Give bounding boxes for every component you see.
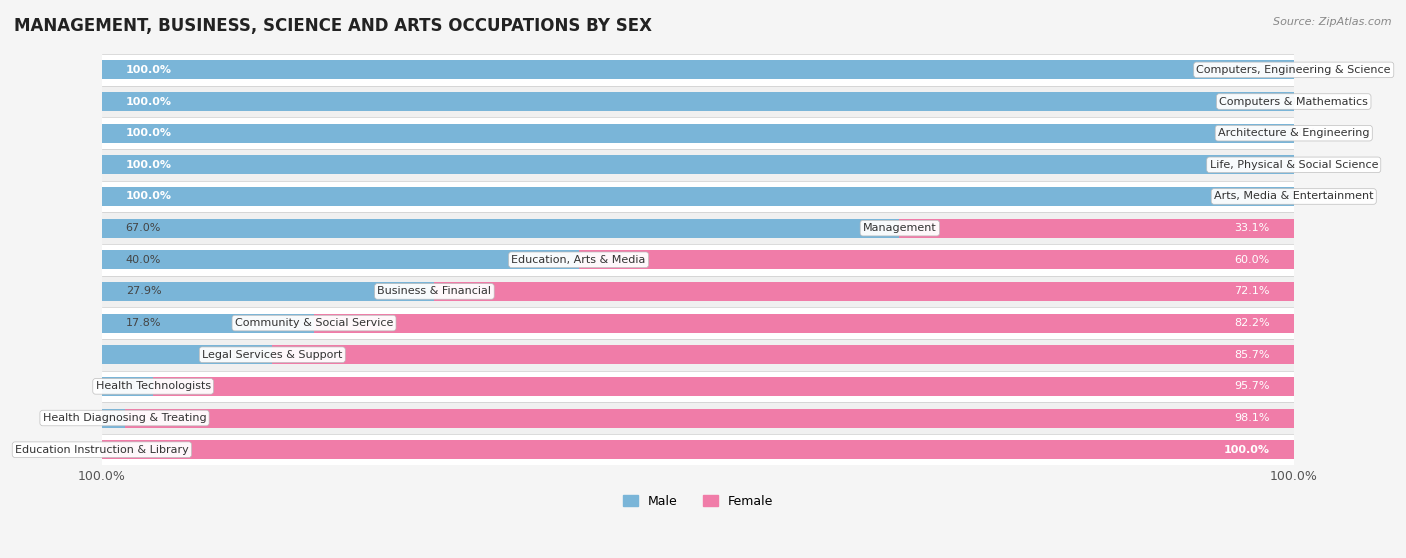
Text: 40.0%: 40.0% — [125, 255, 162, 265]
Text: 0.0%: 0.0% — [108, 445, 136, 455]
Text: 85.7%: 85.7% — [1234, 350, 1270, 360]
Text: 100.0%: 100.0% — [1223, 445, 1270, 455]
Text: Health Diagnosing & Treating: Health Diagnosing & Treating — [42, 413, 207, 423]
Bar — [101, 339, 1294, 371]
Text: Business & Financial: Business & Financial — [377, 286, 492, 296]
Bar — [900, 219, 1294, 238]
Bar — [101, 345, 273, 364]
Text: Arts, Media & Entertainment: Arts, Media & Entertainment — [1213, 191, 1374, 201]
Text: 82.2%: 82.2% — [1234, 318, 1270, 328]
Bar — [101, 212, 1294, 244]
Text: Computers, Engineering & Science: Computers, Engineering & Science — [1197, 65, 1391, 75]
Bar — [101, 54, 1294, 86]
Bar — [273, 345, 1294, 364]
Bar — [101, 276, 1294, 307]
Text: 100.0%: 100.0% — [125, 160, 172, 170]
Text: Architecture & Engineering: Architecture & Engineering — [1218, 128, 1369, 138]
Text: 14.3%: 14.3% — [231, 350, 266, 360]
Bar — [579, 251, 1294, 270]
Text: Community & Social Service: Community & Social Service — [235, 318, 394, 328]
Text: 100.0%: 100.0% — [125, 65, 172, 75]
Bar — [101, 155, 1294, 174]
Bar — [101, 149, 1294, 181]
Bar — [101, 314, 314, 333]
Bar — [101, 181, 1294, 212]
Bar — [101, 440, 1294, 459]
Text: 0.0%: 0.0% — [1288, 160, 1316, 170]
Text: Source: ZipAtlas.com: Source: ZipAtlas.com — [1274, 17, 1392, 27]
Bar — [101, 282, 434, 301]
Bar — [101, 219, 900, 238]
Text: 1.9%: 1.9% — [90, 413, 118, 423]
Bar — [101, 408, 125, 427]
Text: 17.8%: 17.8% — [125, 318, 162, 328]
Text: MANAGEMENT, BUSINESS, SCIENCE AND ARTS OCCUPATIONS BY SEX: MANAGEMENT, BUSINESS, SCIENCE AND ARTS O… — [14, 17, 652, 35]
Bar — [125, 408, 1294, 427]
Bar — [314, 314, 1294, 333]
Text: Education Instruction & Library: Education Instruction & Library — [15, 445, 188, 455]
Text: 60.0%: 60.0% — [1234, 255, 1270, 265]
Text: 67.0%: 67.0% — [125, 223, 162, 233]
Bar — [101, 377, 153, 396]
Bar — [153, 377, 1294, 396]
Text: 0.0%: 0.0% — [1288, 191, 1316, 201]
Text: Education, Arts & Media: Education, Arts & Media — [512, 255, 645, 265]
Text: 98.1%: 98.1% — [1234, 413, 1270, 423]
Bar — [101, 187, 1294, 206]
Text: 0.0%: 0.0% — [1288, 65, 1316, 75]
Text: Management: Management — [863, 223, 936, 233]
Bar — [101, 117, 1294, 149]
Text: 72.1%: 72.1% — [1234, 286, 1270, 296]
Bar — [101, 92, 1294, 111]
Bar — [434, 282, 1294, 301]
Bar — [101, 434, 1294, 465]
Text: 100.0%: 100.0% — [125, 97, 172, 107]
Legend: Male, Female: Male, Female — [617, 490, 778, 513]
Bar — [101, 124, 1294, 143]
Text: 100.0%: 100.0% — [125, 128, 172, 138]
Text: Health Technologists: Health Technologists — [96, 381, 211, 391]
Text: 4.3%: 4.3% — [118, 381, 148, 391]
Text: Life, Physical & Social Science: Life, Physical & Social Science — [1209, 160, 1378, 170]
Bar — [101, 307, 1294, 339]
Text: 27.9%: 27.9% — [125, 286, 162, 296]
Text: Computers & Mathematics: Computers & Mathematics — [1219, 97, 1368, 107]
Bar — [101, 402, 1294, 434]
Bar — [101, 60, 1294, 79]
Text: 33.1%: 33.1% — [1234, 223, 1270, 233]
Text: 100.0%: 100.0% — [125, 191, 172, 201]
Bar — [101, 371, 1294, 402]
Text: Legal Services & Support: Legal Services & Support — [202, 350, 343, 360]
Bar — [101, 251, 579, 270]
Text: 95.7%: 95.7% — [1234, 381, 1270, 391]
Bar — [101, 86, 1294, 117]
Text: 0.0%: 0.0% — [1288, 97, 1316, 107]
Text: 0.0%: 0.0% — [1288, 128, 1316, 138]
Bar — [101, 244, 1294, 276]
